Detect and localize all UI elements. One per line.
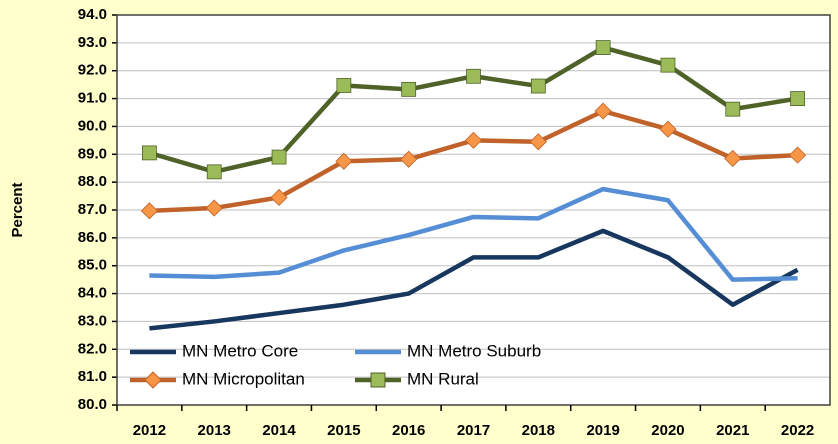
marker <box>725 101 741 117</box>
legend-label: MN Metro Suburb <box>407 341 541 360</box>
marker <box>206 164 222 180</box>
marker <box>142 145 157 161</box>
marker <box>140 202 158 220</box>
marker <box>724 149 742 168</box>
plot-border <box>116 14 831 406</box>
x-tick-label: 2013 <box>198 422 231 439</box>
y-tick-label: 87.0 <box>78 201 107 218</box>
series-line <box>149 186 798 282</box>
y-tick-label: 92.0 <box>78 62 107 79</box>
y-tick-label: 84.0 <box>78 285 107 302</box>
legend-label: MN Metro Core <box>182 341 298 360</box>
y-tick-label: 88.0 <box>78 173 107 190</box>
legend-marker <box>144 371 162 389</box>
marker <box>335 152 353 170</box>
x-tick-label: 2012 <box>133 422 166 439</box>
x-tick-label: 2019 <box>586 422 619 439</box>
x-tick-label: 2021 <box>716 422 749 439</box>
y-tick-label: 94.0 <box>78 6 107 23</box>
y-tick-label: 82.0 <box>78 340 107 357</box>
x-tick-label: 2014 <box>262 422 296 439</box>
marker <box>660 57 676 73</box>
series-line <box>149 228 799 331</box>
marker <box>595 40 611 55</box>
x-tick-label: 2016 <box>392 422 425 439</box>
marker <box>790 91 805 106</box>
x-tick-label: 2020 <box>651 422 684 439</box>
marker <box>659 120 677 138</box>
x-tick-label: 2015 <box>327 422 360 439</box>
marker <box>530 78 546 94</box>
marker <box>400 150 418 168</box>
y-tick-label: 93.0 <box>78 34 107 51</box>
marker <box>464 131 483 149</box>
x-tick-label: 2018 <box>522 422 555 439</box>
marker <box>336 78 352 93</box>
x-tick-label: 2017 <box>457 422 490 439</box>
marker <box>205 199 223 217</box>
y-tick-label: 81.0 <box>78 368 107 385</box>
y-tick-label: 90.0 <box>78 117 107 134</box>
marker <box>271 149 287 165</box>
marker <box>466 68 481 84</box>
marker <box>529 133 547 151</box>
marker <box>270 188 288 207</box>
marker <box>594 102 612 120</box>
y-tick-label: 89.0 <box>78 145 107 162</box>
marker <box>401 81 417 97</box>
legend-label: MN Rural <box>407 369 479 388</box>
y-axis-label: Percent <box>9 182 26 237</box>
y-tick-label: 80.0 <box>78 396 107 413</box>
y-tick-label: 86.0 <box>78 229 107 246</box>
y-tick-label: 85.0 <box>78 257 107 274</box>
legend-label: MN Micropolitan <box>182 369 305 388</box>
y-tick-label: 91.0 <box>78 90 107 107</box>
marker <box>789 146 807 164</box>
x-tick-label: 2022 <box>781 422 814 439</box>
legend-marker <box>370 372 386 388</box>
y-tick-label: 83.0 <box>78 312 107 329</box>
